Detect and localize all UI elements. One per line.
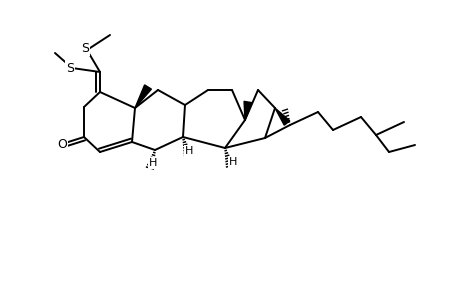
Polygon shape bbox=[134, 85, 151, 108]
Text: H: H bbox=[149, 158, 157, 168]
Text: H: H bbox=[228, 157, 237, 167]
Polygon shape bbox=[274, 108, 289, 125]
Text: S: S bbox=[66, 61, 74, 74]
Text: S: S bbox=[81, 41, 89, 55]
Text: H: H bbox=[185, 146, 193, 156]
Text: O: O bbox=[57, 139, 67, 152]
Polygon shape bbox=[244, 101, 252, 120]
